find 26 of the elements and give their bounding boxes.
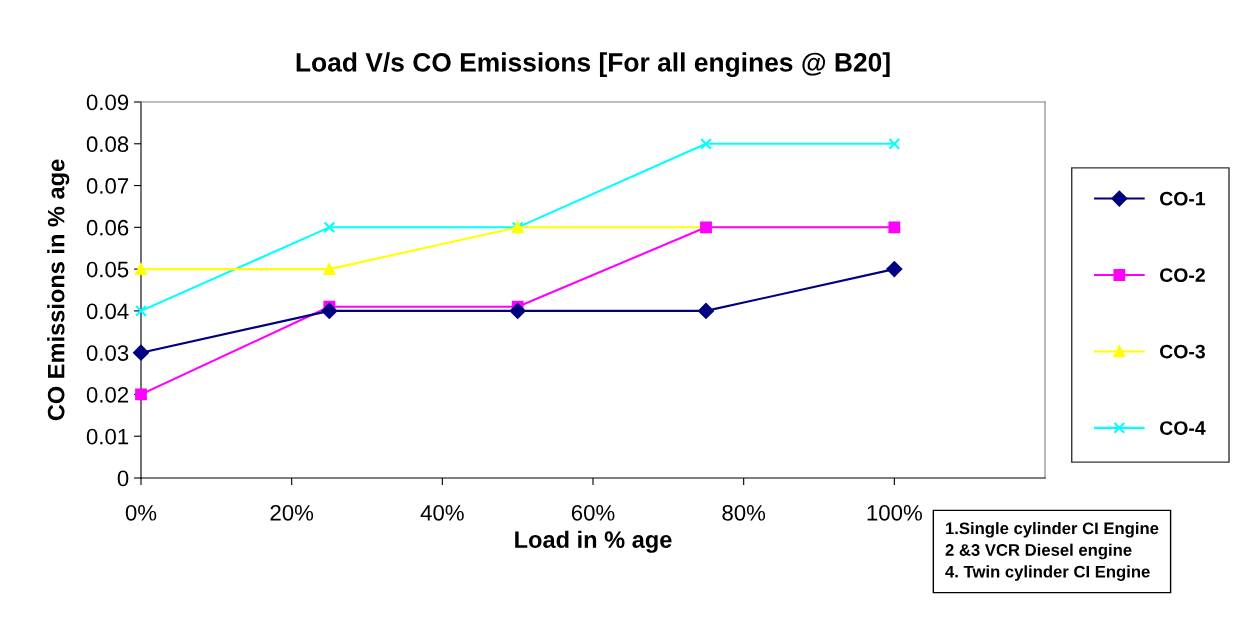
y-tick-label: 0.04	[86, 303, 129, 320]
y-tick-label: 0.09	[86, 94, 129, 111]
x-tick-label: 100%	[867, 504, 922, 521]
x-tick-label: 0%	[125, 504, 157, 521]
text: 2 &3 VCR Diesel engine	[945, 543, 1132, 560]
y-tick-label: 0.03	[86, 345, 129, 361]
y-tick-label: 0.06	[86, 219, 129, 236]
y-axis-title: CO Emissions in % age	[47, 159, 70, 421]
y-tick-label: 0.02	[86, 386, 129, 403]
text: 1.Single cylinder CI Engine	[946, 522, 1159, 538]
y-tick-label: 0	[117, 470, 129, 487]
x-tick-label: 20%	[270, 504, 314, 521]
x-axis-title: Load in % age	[515, 530, 672, 553]
x-tick-label: 60%	[571, 504, 615, 521]
legend-label: CO-1	[1160, 191, 1206, 206]
y-tick-label: 0.08	[86, 136, 129, 153]
y-tick-label: 0.07	[86, 178, 129, 194]
legend-label: CO-4	[1160, 421, 1206, 435]
y-tick-label: 0.05	[86, 261, 129, 278]
y-tick-label: 0.01	[86, 428, 129, 445]
x-tick-label: 40%	[420, 504, 464, 521]
legend-label: CO-2	[1160, 268, 1205, 282]
legend-label: CO-3	[1160, 344, 1205, 359]
text: 4. Twin cylinder CI Engine	[945, 565, 1150, 581]
chart-title: Load V/s CO Emissions [For all engines @ B20]	[296, 52, 890, 78]
x-tick-label: 80%	[722, 504, 766, 521]
